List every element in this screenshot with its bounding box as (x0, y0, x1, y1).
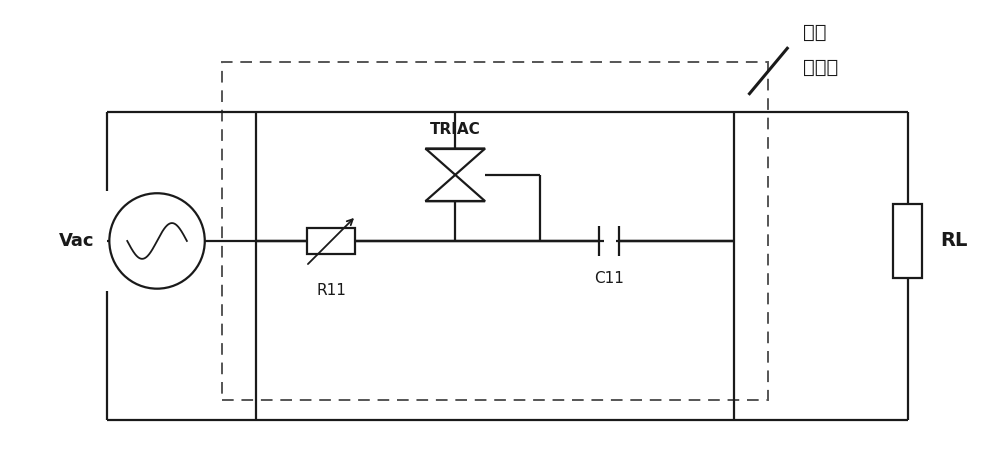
Text: 调光器: 调光器 (803, 57, 838, 76)
Text: RL: RL (940, 232, 968, 250)
Text: R11: R11 (316, 283, 346, 298)
Polygon shape (425, 149, 485, 175)
Bar (307, 228, 355, 254)
Bar (307, 228, 355, 254)
Bar (604, 224, 616, 258)
Text: TRIAC: TRIAC (430, 122, 481, 137)
Bar (893, 204, 922, 278)
Bar (222, 62, 768, 400)
Bar (893, 204, 922, 278)
Text: C11: C11 (594, 271, 624, 286)
Polygon shape (425, 175, 485, 201)
Text: Vac: Vac (59, 232, 94, 250)
Text: 斩波: 斩波 (803, 23, 827, 41)
